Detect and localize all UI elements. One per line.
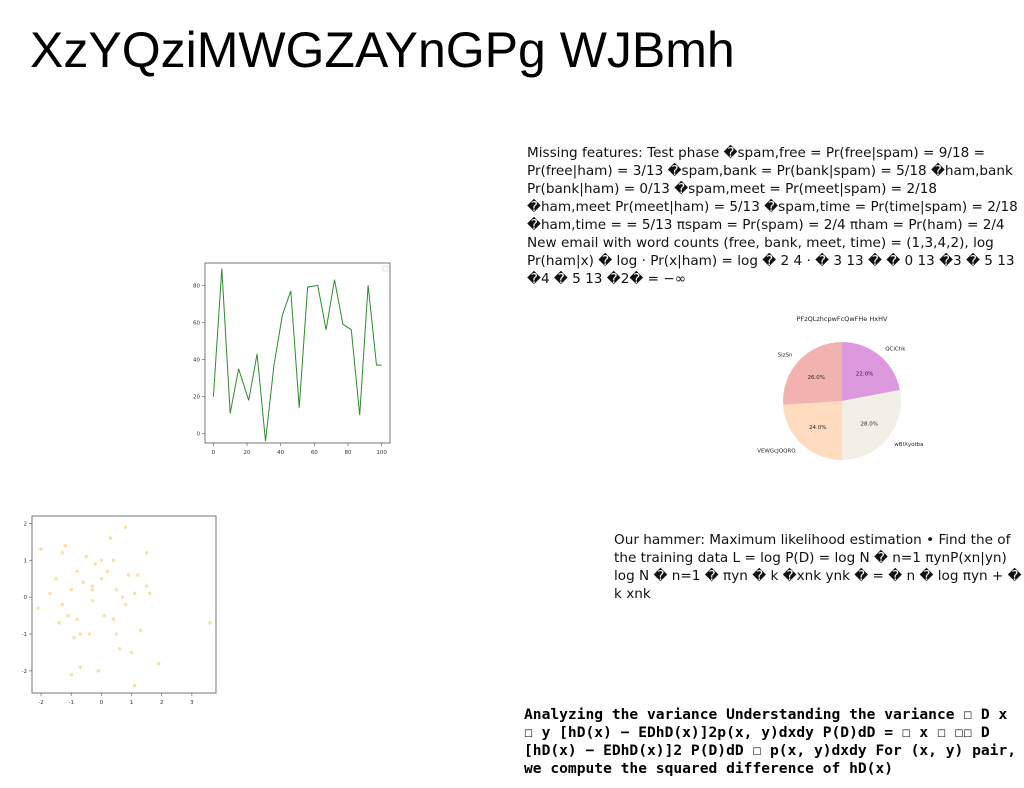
scatter-point	[63, 543, 67, 548]
line-chart-ytick-label: 60	[193, 320, 200, 326]
scatter-point	[78, 665, 83, 669]
scatter-point	[114, 588, 119, 592]
scatter-chart-xtick-label: -2	[38, 700, 43, 706]
text-block-variance: Analyzing the variance Understanding the…	[524, 706, 1017, 777]
slide-title: XzYQziMWGZAYnGPg WJBmh	[30, 22, 735, 78]
pie-chart: PFzQLzhcpwFcQwFHe HxHV 22.0% QCiChk 28.0% w…	[757, 315, 924, 460]
scatter-point	[99, 558, 104, 563]
scatter-point	[57, 621, 61, 625]
line-chart-xtick-label: 80	[344, 450, 351, 456]
scatter-point	[105, 569, 110, 574]
scatter-point	[75, 617, 79, 622]
scatter-point	[72, 635, 76, 640]
scatter-point	[147, 591, 152, 596]
line-chart-xtick-label: 100	[376, 450, 387, 456]
line-chart-xtick-label: 40	[277, 450, 284, 456]
scatter-point	[120, 595, 125, 599]
line-chart: 0 20 40 60 80 100 0 20 40 60 80	[193, 262, 391, 456]
pie-slice-label: QCiChk	[885, 347, 906, 353]
scatter-point	[123, 525, 128, 529]
scatter-chart-ytick-label: 1	[24, 558, 28, 564]
scatter-point	[96, 669, 101, 673]
scatter-point	[129, 650, 134, 655]
scatter-point	[132, 591, 137, 596]
scatter-point	[135, 573, 140, 577]
pie-slice-pct-label: 26.0%	[807, 375, 824, 381]
scatter-point	[90, 599, 95, 603]
scatter-point	[87, 632, 92, 636]
scatter-point	[69, 672, 73, 677]
scatter-point	[111, 558, 116, 563]
line-chart-xtick-label: 20	[244, 450, 251, 456]
scatter-point	[114, 632, 119, 636]
scatter-point	[54, 576, 58, 581]
line-chart-xtick-label: 0	[212, 450, 216, 456]
line-chart-xtick-label: 60	[311, 450, 318, 456]
scatter-point	[84, 554, 89, 559]
line-series	[212, 268, 382, 442]
scatter-point	[111, 617, 116, 622]
scatter-chart-frame	[31, 515, 217, 694]
scatter-point	[39, 547, 43, 551]
scatter-point	[108, 536, 113, 540]
scatter-chart-ytick-label: 2	[24, 521, 28, 527]
scatter-point	[78, 632, 83, 636]
pie-slice	[842, 342, 900, 401]
line-chart-ytick-label: 0	[197, 432, 201, 438]
scatter-point	[117, 647, 122, 651]
scatter-point	[93, 562, 98, 566]
pie-slice-pct-label: 24.0%	[809, 425, 826, 431]
line-chart-ytick-label: 20	[193, 395, 200, 401]
line-chart-ytick-label: 80	[193, 283, 200, 289]
pie-slice-label: wBlXyotba	[894, 442, 923, 448]
text-block-mle: Our hammer: Maximum likelihood estimatio…	[614, 532, 1022, 602]
scatter-point	[138, 628, 143, 633]
scatter-point	[75, 569, 79, 574]
scatter-chart-ytick-label: -2	[22, 669, 27, 675]
scatter-point	[99, 576, 104, 581]
scatter-point	[144, 584, 149, 588]
scatter-point	[102, 613, 107, 618]
scatter-chart-ytick-label: 0	[24, 595, 28, 601]
text-block-naive-bayes: Missing features: Test phase �spam,free …	[527, 145, 1018, 287]
scatter-chart-xtick-label: 1	[130, 700, 134, 706]
line-chart-legend-box	[382, 265, 389, 272]
scatter-chart-xtick-label: 3	[190, 700, 194, 706]
pie-slice-pct-label: 22.0%	[856, 372, 873, 378]
scatter-chart: -2 -1 0 1 2 3 -2 -1 0 1 2	[22, 515, 217, 706]
scatter-point	[36, 606, 40, 610]
scatter-point	[48, 591, 52, 596]
scatter-point	[66, 613, 70, 618]
scatter-point	[81, 580, 86, 585]
scatter-point	[132, 683, 137, 688]
scatter-point	[123, 602, 128, 607]
scatter-point	[156, 661, 161, 666]
scatter-point	[60, 602, 64, 607]
pie-slice	[783, 401, 842, 460]
scatter-chart-xtick-label: -1	[68, 700, 73, 706]
pie-slice	[783, 342, 842, 405]
scatter-chart-xtick-label: 2	[160, 700, 164, 706]
line-chart-ytick-label: 40	[193, 357, 200, 363]
pie-slice-pct-label: 28.0%	[861, 422, 878, 428]
pie-slice	[842, 389, 901, 460]
pie-slice-label: SizSn	[778, 353, 793, 359]
scatter-point	[60, 551, 64, 555]
scatter-point	[69, 588, 73, 592]
scatter-point	[144, 551, 149, 555]
pie-slice-label: VEWGcJQQRO	[757, 449, 796, 455]
scatter-point	[126, 573, 131, 577]
scatter-point	[208, 621, 212, 625]
scatter-point	[90, 584, 95, 588]
scatter-point	[90, 588, 95, 592]
line-chart-frame	[204, 262, 391, 444]
pie-chart-title: PFzQLzhcpwFcQwFHe HxHV	[797, 315, 888, 323]
scatter-chart-xtick-label: 0	[100, 700, 104, 706]
scatter-chart-ytick-label: -1	[22, 632, 27, 638]
